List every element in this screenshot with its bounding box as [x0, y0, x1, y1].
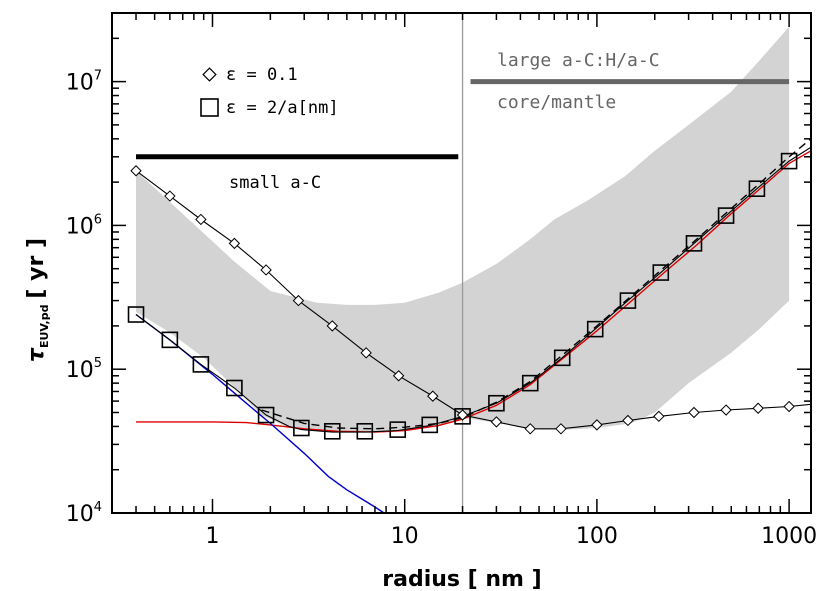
diamond-marker [720, 404, 732, 416]
square-marker [780, 152, 798, 170]
diamond-marker [752, 402, 764, 414]
y-tick-exponent: 6 [94, 212, 102, 227]
square-marker [192, 356, 210, 373]
square-marker [356, 422, 374, 440]
square-marker [127, 306, 145, 323]
y-axis-label-symbol: τ [24, 347, 49, 362]
large-ach-label: large a-C:H/a-C [497, 50, 660, 71]
square-marker [652, 264, 670, 281]
legend: ε = 0.1 ε = 2/a[nm] [200, 65, 339, 118]
y-tick-label: 104 [66, 500, 102, 527]
y-tick-base: 10 [66, 358, 94, 383]
square-marker [488, 394, 505, 412]
square-marker [454, 408, 471, 425]
legend-square-label: ε = 2/a[nm] [226, 98, 339, 118]
plot-frame [111, 12, 812, 514]
series-markers-layer [127, 152, 798, 440]
small-ac-label: small a-C [229, 173, 321, 193]
diamond-marker [228, 237, 241, 250]
y-tick-base: 10 [66, 214, 94, 239]
diamond-marker [326, 320, 338, 332]
legend-square-marker [200, 98, 219, 117]
x-tick-label: 100 [576, 524, 618, 549]
y-tick-base: 10 [66, 71, 94, 96]
square-marker [521, 374, 539, 392]
y-tick-exponent: 4 [94, 500, 102, 515]
legend-diamond-label: ε = 0.1 [226, 65, 298, 85]
square-marker [586, 320, 604, 338]
square-marker [717, 207, 735, 224]
diamond-marker [591, 419, 603, 431]
core-mantle-label: core/mantle [497, 92, 616, 113]
x-tick-label: 1 [205, 524, 219, 549]
diamond-marker [555, 423, 567, 435]
shaded-range-band-layer [136, 13, 790, 513]
diamond-marker [688, 406, 700, 419]
square-marker [619, 292, 637, 309]
diamond-marker [490, 416, 503, 428]
diamond-marker [130, 165, 142, 177]
square-marker [293, 419, 310, 437]
svg-text:τEUV,pd[ yr ]: τEUV,pd [ yr ] [24, 238, 51, 362]
y-tick-exponent: 7 [94, 69, 102, 84]
y-tick-base: 10 [66, 502, 94, 527]
diamond-marker [164, 190, 176, 202]
diamond-marker [195, 213, 207, 226]
square-marker [421, 416, 439, 434]
square-marker [553, 349, 571, 367]
y-tick-exponent: 5 [94, 356, 102, 371]
series-1-line [135, 170, 811, 430]
shaded-range-band [136, 26, 790, 433]
x-tick-label: 1000 [761, 524, 817, 549]
square-marker [389, 421, 407, 438]
y-tick-label: 106 [66, 212, 102, 239]
y-tick-label: 107 [66, 69, 102, 96]
x-axis-label: radius [ nm ] [382, 567, 541, 591]
square-marker [226, 379, 243, 397]
diamond-marker [622, 414, 634, 427]
y-axis-label-subscript: EUV,pd [38, 305, 51, 348]
square-marker [323, 422, 341, 440]
diamond-marker [427, 390, 439, 402]
diamond-marker [783, 400, 795, 413]
square-marker [748, 180, 766, 197]
diamond-marker [292, 294, 305, 307]
dashed-curve [261, 138, 811, 430]
legend-diamond-marker [202, 67, 217, 82]
x-tick-label: 10 [391, 524, 419, 549]
y-axis-label: τEUV,pd [ yr ] [24, 238, 51, 362]
diamond-marker [456, 409, 469, 421]
diamond-marker [524, 423, 536, 435]
red-curve [136, 150, 811, 433]
square-marker [161, 331, 179, 349]
diamond-marker [392, 370, 405, 382]
diamond-marker [360, 347, 372, 359]
diamond-marker [260, 264, 272, 276]
y-axis-label-unit: [ yr ] [24, 238, 49, 299]
y-tick-label: 105 [66, 356, 102, 383]
diamond-marker [653, 410, 665, 423]
size-regime-bars-layer [136, 79, 790, 160]
square-marker [257, 406, 275, 424]
square-marker [685, 235, 703, 252]
